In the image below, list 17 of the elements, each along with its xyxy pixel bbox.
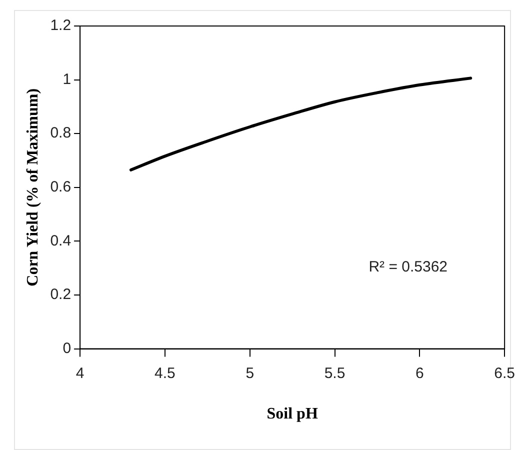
y-axis-title: Corn Yield (% of Maximum) bbox=[24, 88, 42, 286]
y-tick-label: 0.8 bbox=[50, 124, 72, 142]
x-tick-label: 6.5 bbox=[494, 364, 516, 382]
y-tick-label: 0.4 bbox=[50, 232, 72, 250]
y-tick-label: 1.2 bbox=[50, 17, 72, 34]
y-tick-label: 0.6 bbox=[50, 178, 72, 196]
y-tick-label: 0 bbox=[62, 340, 72, 357]
x-tick-label: 5.5 bbox=[324, 364, 346, 382]
x-tick-label: 5 bbox=[246, 364, 254, 382]
x-axis-title: Soil pH bbox=[266, 406, 318, 423]
y-tick-label: 0.2 bbox=[50, 286, 72, 304]
line-series bbox=[129, 76, 472, 172]
annotation: R² = 0.5362 bbox=[368, 258, 448, 276]
x-tick-label: 4 bbox=[76, 364, 84, 382]
x-tick-label: 6 bbox=[416, 364, 424, 382]
y-tick-label: 1 bbox=[62, 70, 72, 88]
x-tick-label: 4.5 bbox=[154, 364, 176, 382]
